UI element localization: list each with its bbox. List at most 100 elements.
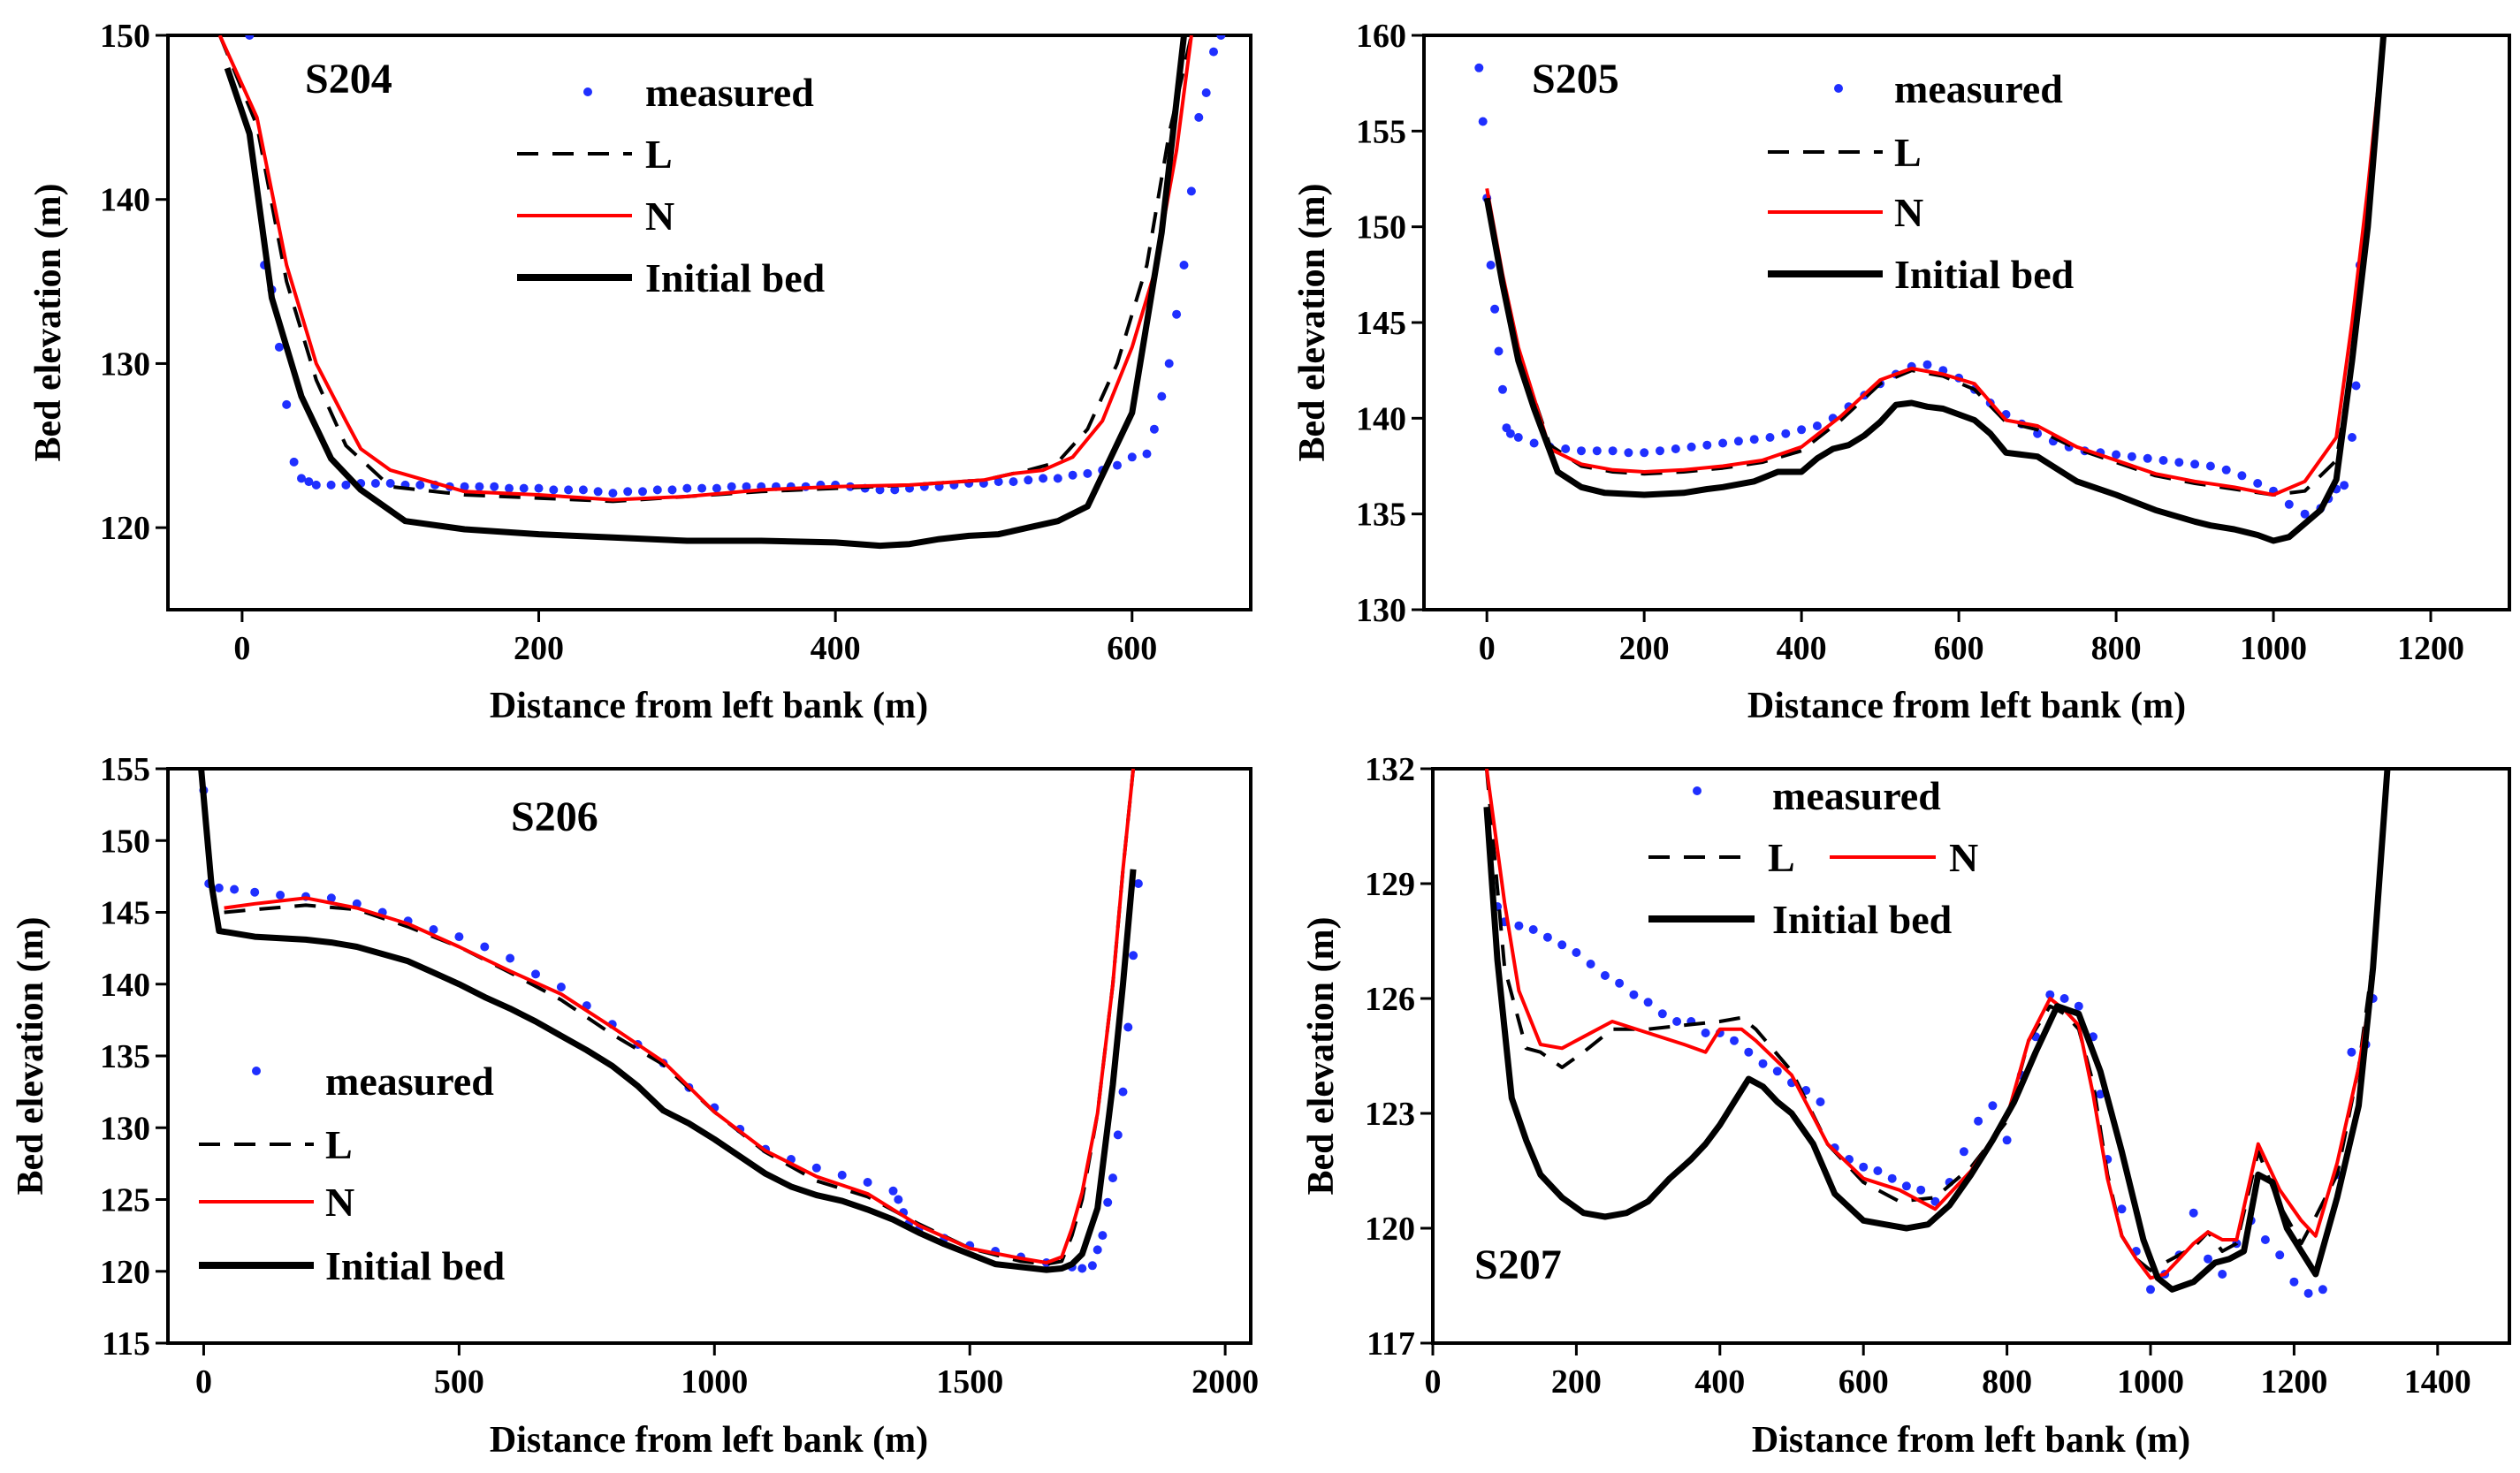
- measured-point: [2096, 1090, 2105, 1099]
- y-ticks: 115 120 125 130 135 140 145 150 155: [100, 751, 168, 1363]
- legend: measured L N Initial bed: [1768, 66, 2075, 297]
- plot-area: [217, 35, 1226, 550]
- n-series: [217, 35, 1193, 502]
- measured-point: [429, 925, 438, 934]
- x-tick-label: 600: [1839, 1363, 1889, 1401]
- l-series: [224, 769, 1136, 1266]
- measured-point: [1930, 1196, 1940, 1206]
- measured-point: [652, 485, 662, 495]
- measured-point: [490, 482, 499, 491]
- measured-point: [2205, 461, 2215, 471]
- y-tick-label: 117: [1367, 1325, 1415, 1363]
- measured-point: [863, 1178, 872, 1187]
- initial-bed-line: [1483, 35, 2387, 544]
- measured-point: [1672, 1017, 1682, 1026]
- legend: measured L N Initial bed: [517, 70, 826, 300]
- measured-point: [667, 485, 677, 495]
- y-axis-label: Bed elevation (m): [1301, 917, 1342, 1196]
- measured-point: [1701, 1029, 1710, 1037]
- measured-point: [385, 479, 395, 488]
- measured-point: [1657, 1009, 1667, 1019]
- measured-point: [475, 482, 484, 491]
- y-tick-label: 150: [1356, 209, 1406, 247]
- measured-point: [245, 35, 255, 40]
- y-ticks: 120 130 140 150: [100, 18, 168, 547]
- measured-point: [1179, 261, 1189, 270]
- measured-point: [1592, 446, 1602, 456]
- x-tick-label: 800: [2091, 630, 2142, 667]
- panel-title: S206: [511, 793, 598, 840]
- measured-point: [214, 883, 224, 892]
- x-axis-label: Distance from left bank (m): [1752, 1420, 2190, 1461]
- measured-point: [1730, 1036, 1739, 1045]
- measured-point: [1749, 435, 1759, 444]
- measured-point: [1542, 932, 1552, 942]
- n-line: [217, 35, 1193, 502]
- x-tick-label: 0: [233, 630, 250, 667]
- x-ticks: 0 200 400 600 800 1000 1200: [1479, 610, 2464, 667]
- measured-point: [888, 1186, 898, 1196]
- n-series: [1485, 35, 2386, 497]
- measured-points: [1474, 63, 2364, 519]
- measured-point: [1108, 1173, 1117, 1183]
- y-tick-label: 140: [1356, 400, 1406, 437]
- measured-point: [2204, 1254, 2212, 1264]
- measured-point: [1127, 452, 1137, 462]
- measured-point: [341, 480, 351, 490]
- initial-bed-line: [1483, 769, 2391, 1293]
- y-tick-label: 120: [100, 510, 150, 547]
- x-tick-label: 1200: [2397, 630, 2464, 667]
- measured-point: [304, 477, 314, 487]
- panel-s207: 0 200 400 600 800 1000 1200 1400 117 120 123 126 12…: [1301, 751, 2511, 1461]
- measured-point: [1083, 468, 1093, 478]
- legend-measured-marker: [1834, 84, 1843, 93]
- measured-point: [519, 483, 529, 493]
- measured-point: [2143, 453, 2152, 463]
- measured-point: [297, 474, 306, 483]
- measured-point: [1129, 951, 1138, 960]
- measured-point: [890, 485, 900, 495]
- measured-point: [1039, 474, 1048, 483]
- measured-point: [1765, 433, 1775, 442]
- legend-measured-marker: [252, 1067, 261, 1075]
- l-line: [224, 769, 1136, 1266]
- measured-point: [2074, 1001, 2083, 1011]
- x-tick-label: 400: [811, 630, 861, 667]
- measured-point: [1053, 474, 1062, 483]
- measured-point: [1474, 63, 1484, 72]
- y-tick-label: 125: [100, 1182, 150, 1219]
- measured-point: [1142, 449, 1152, 459]
- measured-point: [1087, 1261, 1097, 1271]
- initial-bed-line: [224, 35, 1187, 550]
- plot-frame: [1431, 767, 2511, 1345]
- measured-point: [1624, 448, 1633, 458]
- legend-measured-label: measured: [325, 1059, 494, 1104]
- y-axis-label: Bed elevation (m): [28, 184, 69, 462]
- l-series: [1485, 35, 2386, 497]
- measured-point: [742, 482, 751, 491]
- measured-point: [282, 399, 292, 409]
- measured-point: [506, 953, 515, 963]
- y-tick-label: 129: [1365, 866, 1415, 903]
- measured-point: [2289, 1277, 2299, 1287]
- measured-point: [1557, 940, 1567, 950]
- x-axis-label: Distance from left bank (m): [490, 686, 928, 726]
- legend-n-label: N: [645, 194, 674, 239]
- measured-point: [994, 477, 1003, 487]
- x-tick-label: 800: [1982, 1363, 2032, 1401]
- y-tick-label: 140: [100, 182, 150, 219]
- measured-point: [289, 457, 299, 467]
- measured-point: [1103, 1197, 1113, 1207]
- measured-point: [1974, 1116, 1983, 1126]
- y-tick-label: 123: [1365, 1096, 1415, 1133]
- x-tick-label: 0: [1425, 1363, 1442, 1401]
- measured-point: [1077, 1264, 1087, 1273]
- measured-point: [1113, 460, 1122, 470]
- n-line: [1484, 769, 2389, 1280]
- measured-point: [230, 885, 240, 894]
- legend: measured L N Initial bed: [199, 1059, 506, 1288]
- measured-point: [2158, 456, 2168, 465]
- measured-point: [1149, 424, 1159, 434]
- y-tick-label: 115: [102, 1325, 150, 1363]
